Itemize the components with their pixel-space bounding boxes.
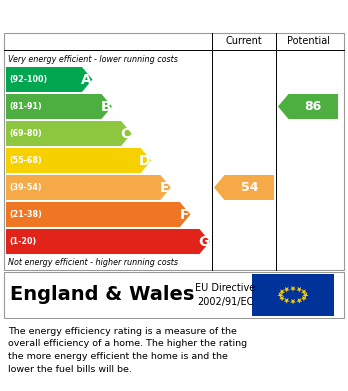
Text: 54: 54	[240, 181, 258, 194]
Polygon shape	[296, 298, 302, 304]
Text: (81-91): (81-91)	[9, 102, 42, 111]
Text: The energy efficiency rating is a measure of the
overall efficiency of a home. T: The energy efficiency rating is a measur…	[8, 327, 247, 373]
Text: Not energy efficient - higher running costs: Not energy efficient - higher running co…	[8, 258, 178, 267]
Polygon shape	[303, 292, 309, 298]
Polygon shape	[6, 67, 93, 92]
Polygon shape	[284, 287, 290, 292]
Text: England & Wales: England & Wales	[10, 285, 195, 305]
Bar	[252, 274, 334, 316]
Polygon shape	[277, 292, 283, 298]
Polygon shape	[301, 296, 307, 301]
Polygon shape	[301, 289, 307, 295]
Text: C: C	[120, 127, 130, 140]
Polygon shape	[296, 287, 302, 292]
Polygon shape	[290, 286, 296, 292]
Polygon shape	[6, 121, 132, 146]
Polygon shape	[279, 289, 285, 295]
Polygon shape	[279, 296, 285, 301]
Text: A: A	[81, 72, 92, 86]
Text: (69-80): (69-80)	[9, 129, 42, 138]
Text: EU Directive
2002/91/EC: EU Directive 2002/91/EC	[195, 283, 255, 307]
Text: F: F	[180, 208, 189, 221]
Polygon shape	[290, 299, 296, 305]
Polygon shape	[6, 229, 210, 254]
Text: Potential: Potential	[286, 36, 330, 46]
Polygon shape	[284, 298, 290, 304]
Text: G: G	[198, 235, 209, 249]
Text: (55-68): (55-68)	[9, 156, 42, 165]
Text: (92-100): (92-100)	[9, 75, 47, 84]
Polygon shape	[6, 94, 112, 119]
Text: Current: Current	[226, 36, 262, 46]
Text: B: B	[101, 99, 111, 113]
Polygon shape	[6, 175, 171, 200]
Text: (1-20): (1-20)	[9, 237, 36, 246]
Text: (21-38): (21-38)	[9, 210, 42, 219]
Text: Very energy efficient - lower running costs: Very energy efficient - lower running co…	[8, 54, 178, 63]
Text: E: E	[160, 181, 169, 194]
Polygon shape	[214, 175, 274, 200]
Text: 86: 86	[304, 100, 322, 113]
Polygon shape	[6, 202, 190, 227]
Text: D: D	[139, 154, 151, 167]
Text: Energy Efficiency Rating: Energy Efficiency Rating	[8, 9, 218, 23]
Polygon shape	[6, 148, 151, 173]
Polygon shape	[278, 94, 338, 119]
Text: (39-54): (39-54)	[9, 183, 42, 192]
